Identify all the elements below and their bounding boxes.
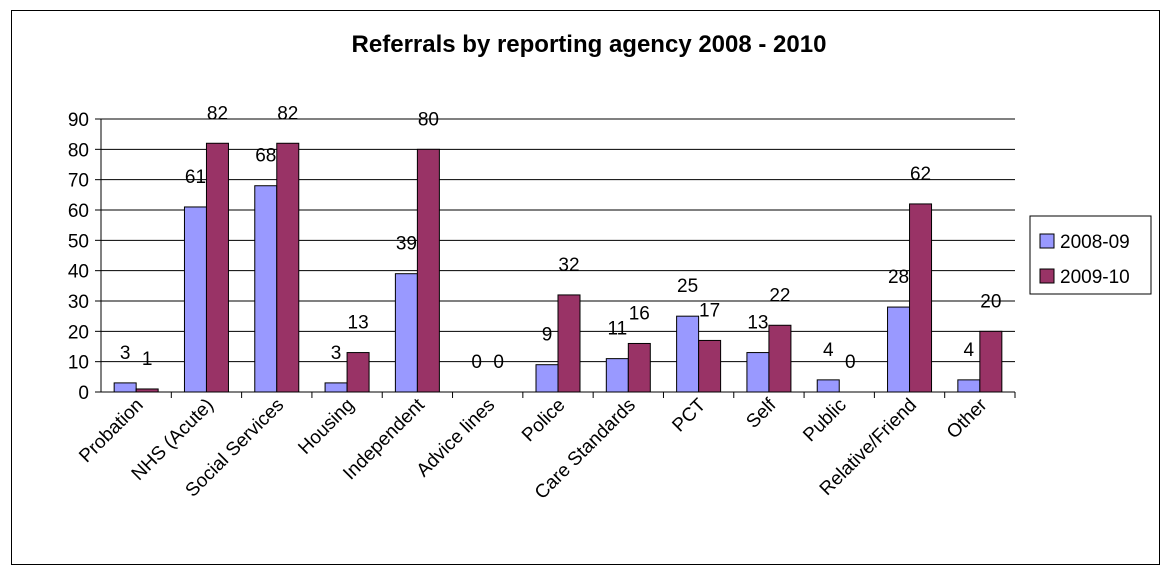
data-label: 3 bbox=[120, 343, 131, 364]
y-tick-label: 10 bbox=[68, 353, 89, 374]
bar-2008-09 bbox=[746, 352, 770, 393]
bar-2008-09 bbox=[394, 273, 418, 393]
legend: 2008-09 2009-10 bbox=[1029, 215, 1152, 295]
bar-2008-09 bbox=[957, 379, 981, 393]
legend-label: 2009-10 bbox=[1060, 267, 1130, 288]
data-label: 20 bbox=[980, 291, 1001, 312]
bar-2008-09 bbox=[254, 185, 278, 393]
data-label: 13 bbox=[747, 313, 768, 334]
y-tick-label: 70 bbox=[68, 171, 89, 192]
bars bbox=[113, 142, 1003, 393]
category-label: Police bbox=[518, 395, 569, 446]
y-tick-label: 30 bbox=[68, 292, 89, 313]
data-label: 82 bbox=[277, 103, 298, 124]
category-label: Public bbox=[799, 395, 850, 446]
data-label: 4 bbox=[964, 340, 975, 361]
data-label: 13 bbox=[348, 313, 369, 334]
bar-2008-09 bbox=[676, 315, 700, 393]
data-label: 25 bbox=[677, 276, 698, 297]
bar-2008-09 bbox=[324, 382, 348, 393]
bar-2009-10 bbox=[557, 294, 581, 393]
bar-2008-09 bbox=[535, 364, 559, 393]
data-label: 61 bbox=[185, 167, 206, 188]
bar-2008-09 bbox=[113, 382, 137, 393]
chart-title: Referrals by reporting agency 2008 - 201… bbox=[352, 31, 827, 58]
y-tick-label: 80 bbox=[68, 140, 89, 161]
data-label: 39 bbox=[396, 234, 417, 255]
category-label: Housing bbox=[294, 395, 358, 459]
bar-2008-09 bbox=[183, 206, 207, 393]
bar-2009-10 bbox=[698, 339, 722, 393]
y-tick-label: 0 bbox=[78, 383, 89, 404]
y-tick-label: 20 bbox=[68, 322, 89, 343]
data-label: 1 bbox=[142, 349, 153, 370]
y-tick-label: 40 bbox=[68, 262, 89, 283]
data-label: 28 bbox=[888, 267, 909, 288]
data-label: 68 bbox=[255, 146, 276, 167]
data-label: 16 bbox=[629, 303, 650, 324]
legend-swatch bbox=[1039, 233, 1055, 249]
bar-2009-10 bbox=[346, 352, 370, 393]
gridlines bbox=[101, 118, 1015, 363]
data-label: 11 bbox=[607, 319, 627, 340]
data-label: 22 bbox=[769, 285, 790, 306]
data-label: 4 bbox=[823, 340, 834, 361]
y-tick-label: 50 bbox=[68, 231, 89, 252]
data-label: 0 bbox=[471, 352, 482, 373]
data-label: 82 bbox=[207, 103, 228, 124]
bar-2008-09 bbox=[887, 306, 911, 393]
data-label: 32 bbox=[558, 255, 579, 276]
bar-2009-10 bbox=[768, 324, 792, 393]
y-axis: 0 10 20 30 40 50 60 70 80 90 bbox=[68, 110, 102, 404]
data-label: 80 bbox=[418, 109, 439, 130]
data-label: 0 bbox=[493, 352, 504, 373]
bar-2008-09 bbox=[816, 379, 840, 393]
category-label: PCT bbox=[668, 394, 710, 436]
bar-2009-10 bbox=[276, 142, 300, 393]
data-label: 0 bbox=[845, 352, 856, 373]
legend-label: 2008-09 bbox=[1060, 232, 1130, 253]
bar-2009-10 bbox=[205, 142, 229, 393]
data-label: 17 bbox=[699, 300, 720, 321]
bar-2009-10 bbox=[627, 342, 651, 393]
data-label: 62 bbox=[910, 164, 931, 185]
legend-swatch bbox=[1039, 268, 1055, 284]
data-label: 9 bbox=[542, 325, 553, 346]
y-tick-label: 60 bbox=[68, 201, 89, 222]
bar-2009-10 bbox=[979, 330, 1003, 393]
category-label: Self bbox=[742, 394, 781, 433]
category-label: Other bbox=[943, 394, 992, 443]
bar-2009-10 bbox=[909, 203, 933, 393]
bar-2008-09 bbox=[605, 358, 629, 393]
y-tick-label: 90 bbox=[68, 110, 89, 131]
data-label: 3 bbox=[331, 343, 342, 364]
bar-2009-10 bbox=[416, 148, 440, 393]
category-label: Probation bbox=[75, 395, 147, 467]
